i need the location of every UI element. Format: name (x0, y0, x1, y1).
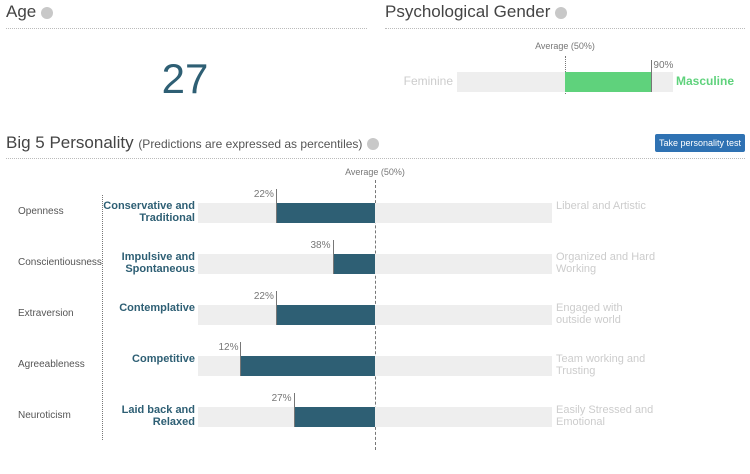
value-marker (275, 189, 277, 223)
track (198, 305, 552, 325)
gender-header: Psychological Gender (385, 2, 568, 22)
value-label: 27% (271, 393, 292, 404)
take-test-button[interactable]: Take personality test (655, 134, 745, 152)
help-icon[interactable] (41, 6, 54, 19)
track (198, 254, 552, 274)
value-marker (651, 60, 653, 92)
value-marker (275, 291, 277, 325)
value-label: 22% (253, 189, 274, 200)
high-label: Engaged with outside world (556, 302, 623, 326)
trait-name: Openness (18, 206, 64, 217)
help-icon[interactable] (367, 137, 380, 150)
track (198, 407, 552, 427)
average-label: Average (50%) (345, 167, 405, 177)
high-label: Liberal and Artistic (556, 200, 646, 212)
divider (385, 28, 745, 29)
gender-title: Psychological Gender (385, 2, 551, 21)
big5-title: Big 5 Personality (6, 133, 134, 152)
separator (102, 195, 103, 440)
trait-bar (275, 305, 375, 325)
value-label: 12% (218, 342, 239, 353)
label-right: Masculine (676, 74, 735, 88)
trait-name: Agreeableness (18, 359, 85, 370)
track (198, 203, 552, 223)
low-label: Impulsive and Spontaneous (121, 251, 195, 275)
divider (6, 28, 367, 29)
trait-bar (293, 407, 375, 427)
label-left: Feminine (403, 74, 453, 88)
low-label: Competitive (132, 353, 195, 365)
average-label: Average (50%) (535, 41, 595, 51)
big5-header: Big 5 Personality (Predictions are expre… (6, 133, 380, 153)
age-value: 27 (161, 55, 209, 102)
trait-bar (275, 203, 375, 223)
gender-bar (565, 72, 652, 92)
value-label: 90% (653, 60, 674, 71)
value-label: 22% (253, 291, 274, 302)
low-label: Conservative and Traditional (103, 200, 195, 224)
trait-bar (332, 254, 375, 274)
divider (6, 158, 745, 159)
low-label: Laid back and Relaxed (121, 404, 195, 428)
low-label: Contemplative (119, 302, 195, 314)
value-marker (293, 393, 295, 427)
value-marker (240, 342, 242, 376)
trait-bar (240, 356, 375, 376)
value-label: 38% (310, 240, 331, 251)
age-header: Age (6, 2, 54, 22)
trait-name: Conscientiousness (18, 257, 102, 268)
trait-name: Neuroticism (18, 410, 71, 421)
value-marker (332, 240, 334, 274)
age-title: Age (6, 2, 37, 21)
trait-name: Extraversion (18, 308, 74, 319)
high-label: Easily Stressed and Emotional (556, 404, 654, 428)
big5-subtitle: (Predictions are expressed as percentile… (138, 137, 363, 151)
high-label: Team working and Trusting (556, 353, 646, 377)
high-label: Organized and Hard Working (556, 251, 656, 275)
help-icon[interactable] (555, 6, 568, 19)
